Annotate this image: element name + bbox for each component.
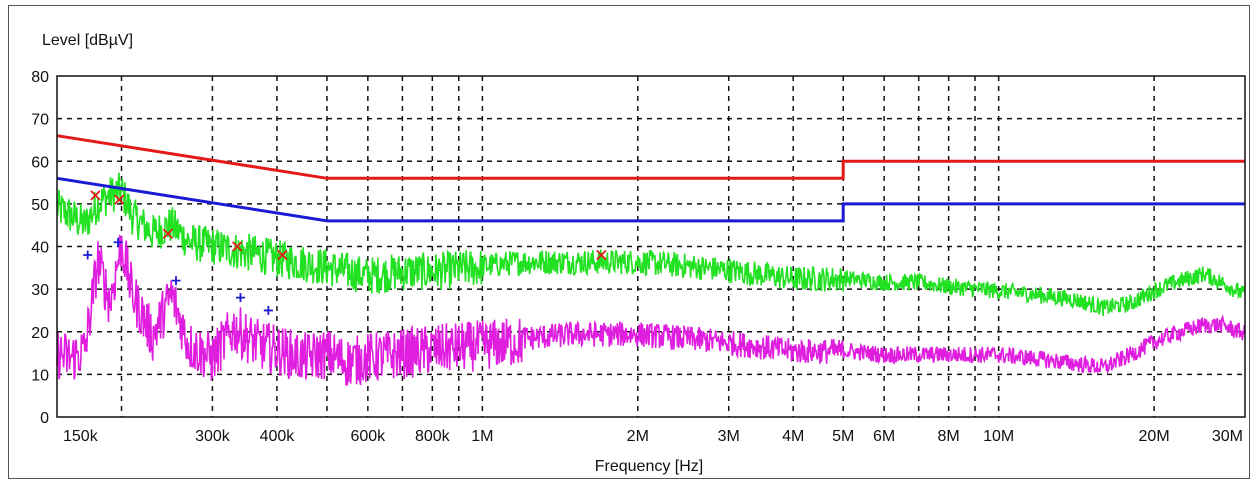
marker-plus-5	[263, 305, 273, 315]
y-tick-label-80: 80	[31, 69, 49, 86]
x-tick-label-3M: 3M	[718, 428, 740, 445]
plot-area: 0 10 20 30 40 50 60 70 80 150k 300k 400k 600k 800k 1M 2…	[31, 69, 1246, 445]
x-tick-label-8M: 8M	[938, 428, 960, 445]
y-tick-label-20: 20	[31, 325, 49, 342]
y-tick-label-70: 70	[31, 112, 49, 129]
x-axis-label: Frequency [Hz]	[595, 458, 703, 475]
x-tick-label-300k: 300k	[195, 428, 231, 445]
plot-border	[56, 75, 1246, 418]
y-tick-label-50: 50	[31, 197, 49, 214]
x-tick-label-150k: 150k	[63, 428, 99, 445]
x-tick-label-5M: 5M	[832, 428, 854, 445]
y-tick-label-40: 40	[31, 240, 49, 257]
marker-x-4	[232, 241, 243, 252]
x-tick-label-6M: 6M	[873, 428, 895, 445]
chart-frame: Level [dBµV] Frequency [Hz] 0 10 20 30 40 50 6…	[8, 5, 1250, 479]
marker-x-2	[114, 194, 125, 205]
x-tick-label-1M: 1M	[471, 428, 493, 445]
y-tick-label-10: 10	[31, 367, 49, 384]
y-axis-label: Level [dBµV]	[42, 32, 133, 49]
marker-x-1	[90, 190, 101, 201]
marker-plus-1	[83, 250, 93, 260]
limit-line-2	[56, 176, 1245, 223]
marker-plus-4	[235, 293, 245, 303]
limit-line-1	[56, 134, 1245, 180]
measurement-trace-2	[56, 234, 1246, 386]
x-tick-label-600k: 600k	[350, 428, 386, 445]
y-tick-label-30: 30	[31, 282, 49, 299]
measurement-trace-1	[56, 172, 1246, 316]
marker-x-3	[162, 228, 174, 239]
chart-svg: Level [dBµV] Frequency [Hz] 0 10 20 30 40 50 6…	[31, 32, 1246, 475]
marker-x-5	[277, 249, 288, 261]
x-tick-label-10M: 10M	[983, 428, 1014, 445]
y-tick-label-60: 60	[31, 154, 49, 171]
x-tick-label-4M: 4M	[782, 428, 804, 445]
y-tick-label-0: 0	[40, 410, 49, 427]
x-tick-label-2M: 2M	[627, 428, 649, 445]
marker-plus-3	[171, 276, 181, 286]
x-tick-label-400k: 400k	[260, 428, 296, 445]
x-tick-label-20M: 20M	[1139, 428, 1170, 445]
x-tick-label-800k: 800k	[415, 428, 451, 445]
x-tick-label-30M: 30M	[1212, 428, 1243, 445]
marker-x-6	[596, 249, 607, 261]
marker-plus-2	[113, 237, 123, 247]
